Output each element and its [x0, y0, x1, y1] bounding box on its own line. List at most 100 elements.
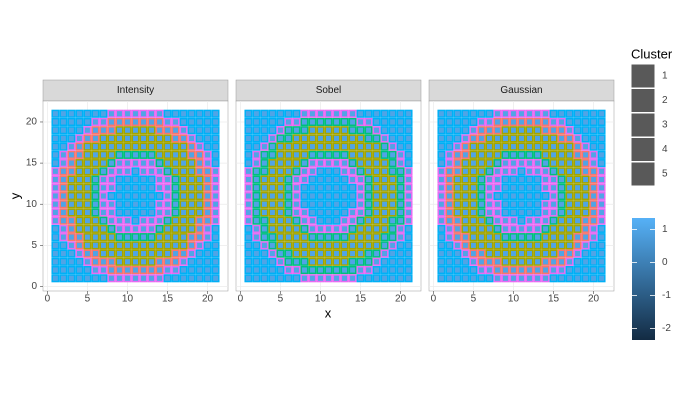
- tile: [155, 159, 164, 168]
- tile: [179, 167, 188, 176]
- tile: [340, 224, 349, 233]
- tile: [292, 134, 301, 143]
- tile: [356, 167, 365, 176]
- tile: [380, 142, 389, 151]
- tile: [525, 191, 534, 201]
- x-tick-label: 5: [85, 294, 91, 305]
- tile: [308, 208, 317, 217]
- tile: [187, 241, 196, 250]
- tile: [589, 216, 598, 225]
- tile: [244, 249, 253, 258]
- tile: [244, 142, 253, 151]
- tile: [348, 249, 357, 258]
- tile: [565, 233, 574, 242]
- tile: [324, 117, 333, 127]
- tile: [268, 216, 277, 225]
- tile: [284, 208, 293, 217]
- tile: [597, 249, 606, 258]
- tile: [203, 159, 212, 168]
- tile: [565, 257, 574, 266]
- tile: [364, 257, 373, 266]
- tile: [557, 200, 566, 209]
- tile: [107, 150, 116, 159]
- tile: [268, 183, 277, 192]
- tile: [597, 191, 606, 201]
- tile: [163, 216, 172, 225]
- tile: [163, 191, 172, 201]
- tile: [461, 208, 470, 217]
- tile: [147, 233, 156, 242]
- legend-label: 4: [662, 144, 668, 155]
- tile: [597, 200, 606, 209]
- tile: [316, 216, 325, 225]
- tile: [485, 167, 494, 176]
- legend-key: [630, 112, 656, 138]
- tile: [147, 265, 156, 275]
- tile: [252, 241, 261, 250]
- tile: [541, 200, 550, 209]
- tile: [517, 216, 526, 225]
- tile: [276, 274, 285, 283]
- tile: [477, 117, 486, 127]
- tile: [589, 200, 598, 209]
- tile: [244, 224, 253, 233]
- tile: [469, 117, 478, 127]
- tile: [300, 200, 309, 209]
- tile: [131, 200, 140, 209]
- tile: [67, 265, 76, 275]
- tile: [276, 265, 285, 275]
- tile: [573, 183, 582, 192]
- tile: [509, 117, 518, 127]
- tile: [565, 109, 574, 118]
- tile: [469, 257, 478, 266]
- tile: [557, 134, 566, 143]
- tile: [316, 224, 325, 233]
- tile: [437, 224, 446, 233]
- tile: [131, 150, 140, 159]
- tile: [51, 126, 60, 135]
- tile: [597, 216, 606, 225]
- tile: [75, 208, 84, 217]
- tile: [195, 274, 204, 283]
- tile: [461, 142, 470, 151]
- tile: [533, 167, 542, 176]
- tile: [364, 208, 373, 217]
- tile: [597, 265, 606, 275]
- tile: [163, 241, 172, 250]
- tile: [501, 224, 510, 233]
- tile: [469, 224, 478, 233]
- tile: [477, 191, 486, 201]
- tile: [276, 200, 285, 209]
- tile: [115, 134, 124, 143]
- tile: [211, 134, 220, 143]
- tile: [565, 183, 574, 192]
- tile: [107, 274, 116, 283]
- tile: [573, 191, 582, 201]
- tile: [356, 126, 365, 135]
- tile: [171, 200, 180, 209]
- tile: [75, 126, 84, 135]
- tile: [300, 274, 309, 283]
- tile: [91, 241, 100, 250]
- tile: [139, 159, 148, 168]
- tile: [187, 265, 196, 275]
- tile: [179, 208, 188, 217]
- tile: [91, 257, 100, 266]
- tile: [284, 241, 293, 250]
- legend-label: 1: [662, 71, 668, 82]
- tile: [203, 175, 212, 184]
- tile: [107, 109, 116, 118]
- tile: [292, 167, 301, 176]
- tile: [372, 257, 381, 266]
- tile: [549, 241, 558, 250]
- tile: [91, 117, 100, 127]
- tile: [83, 257, 92, 266]
- tile: [91, 208, 100, 217]
- tile: [59, 117, 68, 127]
- tile: [581, 241, 590, 250]
- tile: [316, 265, 325, 275]
- tile: [380, 265, 389, 275]
- tile: [573, 233, 582, 242]
- tile: [501, 142, 510, 151]
- tile: [131, 142, 140, 151]
